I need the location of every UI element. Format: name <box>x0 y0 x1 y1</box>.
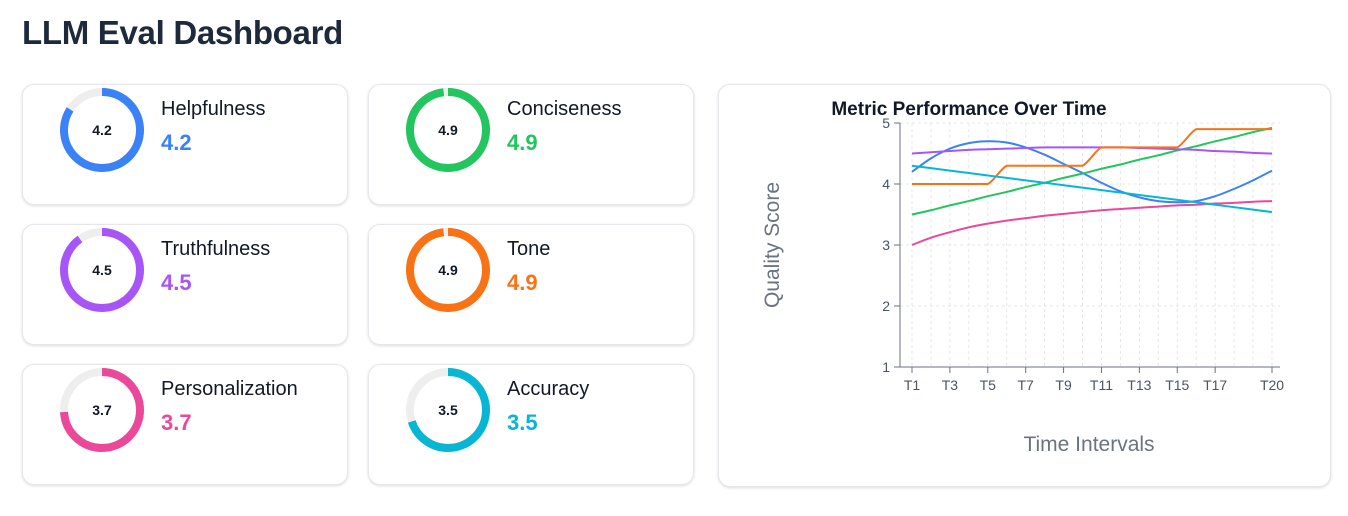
metric-card-accuracy: 3.5 Accuracy 3.5 <box>368 364 694 485</box>
page-title: LLM Eval Dashboard <box>22 14 343 51</box>
x-tick-label-T1: T1 <box>904 377 921 393</box>
metric-card-tone: 4.9 Tone 4.9 <box>368 224 694 345</box>
x-tick-label-T5: T5 <box>980 377 997 393</box>
accuracy-gauge-label: 3.5 <box>438 402 458 418</box>
y-tick-label-3: 3 <box>882 237 890 253</box>
metric-card-conciseness: 4.9 Conciseness 4.9 <box>368 84 694 205</box>
chart-title: Metric Performance Over Time <box>831 99 1106 120</box>
x-tick-label-T17: T17 <box>1203 377 1227 393</box>
x-tick-label-T7: T7 <box>1018 377 1035 393</box>
conciseness-value: 4.9 <box>507 130 538 155</box>
performance-chart: 1 2 3 4 5 T1 T3 T5 T7 T9 T11 T13 T15 T17 T20 Metric Per… <box>761 99 1284 456</box>
accuracy-value: 3.5 <box>507 410 538 435</box>
helpfulness-value: 4.2 <box>161 130 192 155</box>
truthfulness-gauge-ring <box>60 228 144 312</box>
truthfulness-gauge: 4.5 <box>59 227 145 313</box>
y-tick-label-2: 2 <box>882 298 890 314</box>
accuracy-name: Accuracy <box>507 378 590 400</box>
tone-gauge-ring <box>406 228 490 312</box>
personalization-value: 3.7 <box>161 410 192 435</box>
accuracy-gauge-ring <box>406 368 490 452</box>
x-tick-label-T13: T13 <box>1127 377 1151 393</box>
tone-name: Tone <box>507 238 551 260</box>
helpfulness-gauge: 4.2 <box>59 87 145 173</box>
conciseness-name: Conciseness <box>507 98 622 120</box>
metric-card-personalization: 3.7 Personalization 3.7 <box>22 364 348 485</box>
conciseness-gauge-fill <box>406 88 490 172</box>
personalization-name: Personalization <box>161 378 298 400</box>
series-line-conciseness <box>911 126 1273 216</box>
tone-gauge: 4.9 <box>405 227 491 313</box>
helpfulness-gauge-ring <box>60 88 144 172</box>
helpfulness-gauge-fill <box>60 88 144 172</box>
series-line-helpfulness <box>911 140 1273 204</box>
truthfulness-name: Truthfulness <box>161 238 271 260</box>
y-axis-title: Quality Score <box>761 182 784 308</box>
metric-card-helpfulness: 4.2 Helpfulness 4.2 <box>22 84 348 205</box>
y-tick-label-4: 4 <box>882 176 890 192</box>
tone-gauge-label: 4.9 <box>438 262 458 278</box>
truthfulness-gauge-fill <box>60 228 144 312</box>
conciseness-gauge: 4.9 <box>405 87 491 173</box>
truthfulness-value: 4.5 <box>161 270 192 295</box>
series-line-personalization <box>911 200 1273 246</box>
personalization-gauge-fill <box>60 368 144 452</box>
series-line-tone <box>911 128 1272 185</box>
performance-chart-card: 1 2 3 4 5 T1 T3 T5 T7 T9 T11 T13 T15 T17 T20 Metric Per… <box>718 84 1331 487</box>
y-tick-label-5: 5 <box>882 115 890 131</box>
y-tick-label-1: 1 <box>882 359 890 375</box>
x-tick-label-T11: T11 <box>1090 377 1113 393</box>
personalization-gauge: 3.7 <box>59 367 145 453</box>
truthfulness-gauge-label: 4.5 <box>92 262 112 278</box>
series-line-truthfulness <box>911 146 1273 155</box>
x-tick-label-T3: T3 <box>942 377 959 393</box>
helpfulness-name: Helpfulness <box>161 98 266 120</box>
accuracy-gauge: 3.5 <box>405 367 491 453</box>
accuracy-gauge-fill <box>406 368 490 452</box>
helpfulness-gauge-label: 4.2 <box>92 122 112 138</box>
x-tick-label-T15: T15 <box>1165 377 1189 393</box>
personalization-gauge-ring <box>60 368 144 452</box>
x-axis-title: Time Intervals <box>1023 433 1154 456</box>
series-line-accuracy <box>911 164 1273 214</box>
conciseness-gauge-label: 4.9 <box>438 122 458 138</box>
tone-gauge-fill <box>406 228 490 312</box>
metric-card-truthfulness: 4.5 Truthfulness 4.5 <box>22 224 348 345</box>
tone-value: 4.9 <box>507 270 538 295</box>
conciseness-gauge-ring <box>406 88 490 172</box>
x-tick-label-T20: T20 <box>1260 377 1284 393</box>
personalization-gauge-label: 3.7 <box>92 402 112 418</box>
x-tick-label-T9: T9 <box>1055 377 1072 393</box>
